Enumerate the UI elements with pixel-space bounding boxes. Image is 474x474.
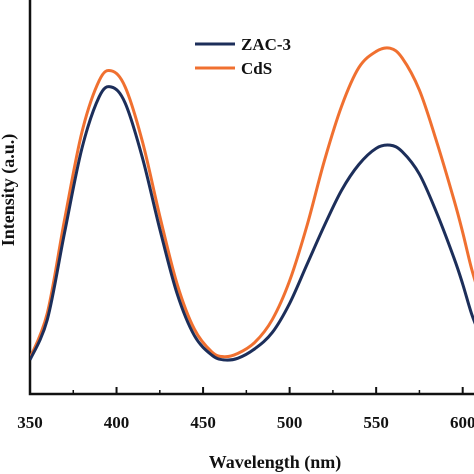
- series-line-zac-3: [30, 85, 474, 362]
- x-tick-label-600: 600: [450, 413, 474, 432]
- x-tick-label-550: 550: [363, 413, 389, 432]
- series-line-cds: [30, 46, 474, 359]
- legend: ZAC-3 CdS: [195, 35, 291, 78]
- legend-label-cds: CdS: [241, 59, 272, 78]
- x-tick-label-450: 450: [190, 413, 216, 432]
- series-lines: [30, 46, 474, 362]
- legend-label-zac-3: ZAC-3: [241, 35, 291, 54]
- x-axis-tick-labels: 350 400 450 500 550 600: [17, 413, 474, 432]
- y-axis-title: Intensity (a.u.): [0, 134, 19, 247]
- x-axis-ticks: [29, 387, 464, 394]
- x-tick-label-500: 500: [277, 413, 303, 432]
- x-tick-label-400: 400: [104, 413, 130, 432]
- plot-frame: [28, 0, 474, 396]
- x-tick-label-350: 350: [17, 413, 43, 432]
- x-axis-title: Wavelength (nm): [209, 452, 342, 473]
